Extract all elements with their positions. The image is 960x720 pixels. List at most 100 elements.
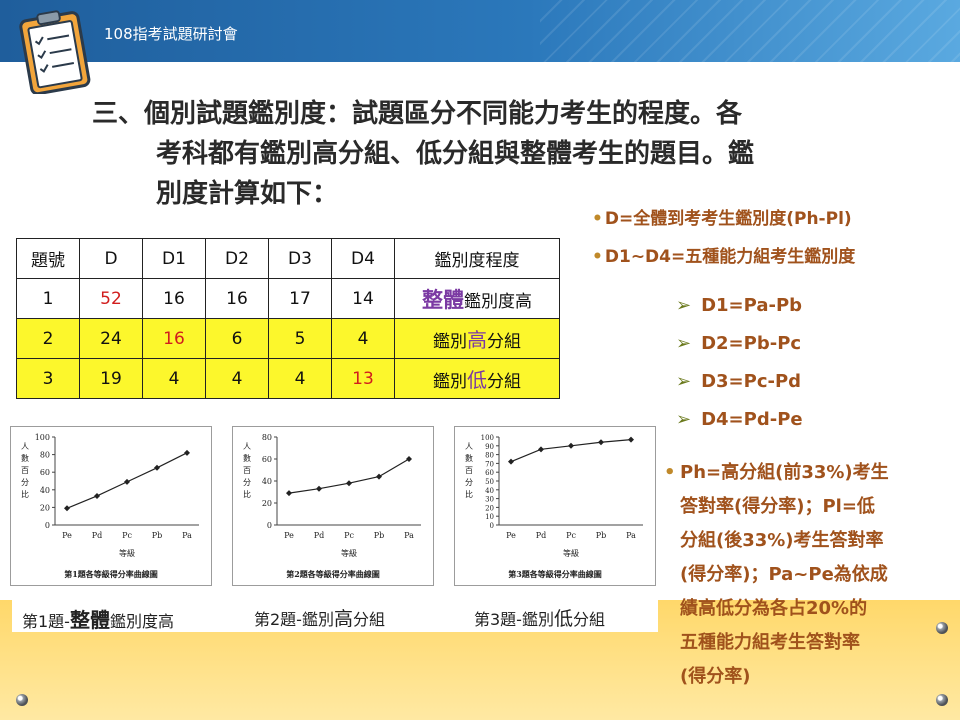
discrimination-table: 題號 D D1 D2 D3 D4 鑑別度程度 1 52 16 16 17 14 … [16,238,560,399]
note-line: 績高低分為各占20%的 [680,598,868,619]
formula-list: ➢ D1=Pa-Pb ➢ D2=Pb-Pc ➢ D3=Pc-Pd ➢ D4=Pd-Pe [676,292,803,444]
definition-item: • D=全體到考考生鑑別度(Ph-Pl) [592,209,852,229]
data-point [286,490,292,497]
y-axis-label: 分 [243,478,251,487]
chart-caption: 第2題-鑑別高分組 [254,608,385,630]
table-cell: 1 [16,278,80,319]
note-line: (得分率)；Pa~Pe為依成 [680,564,888,585]
y-axis-label: 分 [21,478,29,487]
y-axis-label: 百 [243,466,251,475]
table-header: 題號 [16,238,80,279]
chart-caption: 第3題-鑑別低分組 [474,608,605,630]
chart-title: 第1題各等級得分率曲線圖 [64,569,158,579]
formula-item: ➢ D1=Pa-Pb [676,295,803,316]
chart-caption: 第1題-整體鑑別度高 [22,608,174,632]
y-axis-label: 比 [21,489,29,499]
note-line: 分組(後33%)考生答對率 [680,530,884,551]
table-row: 2 24 16 6 5 4 鑑別高分組 [16,318,560,359]
banner-title: 108指考試題研討會 [104,25,238,43]
x-tick-label: Pd [536,531,547,540]
degree-cell: 整體鑑別度高 [394,278,560,319]
table-cell: 5 [268,318,332,359]
y-axis-label: 數 [21,453,29,463]
table-cell: 4 [268,358,332,399]
x-tick-label: Pe [506,531,516,540]
y-axis-label: 數 [465,453,473,463]
y-tick-label: 40 [262,477,272,486]
note-block: • Ph=高分組(前33%)考生 答對率(得分率)；Pl=低 分組(後33%)考… [664,456,940,694]
chart-panel: 0 10 20 30 40 50 60 70 80 90 100 人數百分比 Pe Pd Pc Pb Pa 等級第… [454,426,656,586]
table-cell: 24 [79,318,143,359]
table-cell: 13 [331,358,395,399]
heading-line: 考科都有鑑別高分組、低分組與整體考生的題目。鑑 [156,139,755,169]
y-tick-label: 90 [485,443,494,451]
pin-icon [936,622,948,634]
degree-cell: 鑑別高分組 [394,318,560,359]
heading-line: 別度計算如下： [156,179,339,209]
y-tick-label: 0 [267,521,272,530]
x-tick-label: Pe [62,531,72,540]
data-point [316,485,322,492]
y-axis-label: 人 [243,442,251,451]
chart-title: 第3題各等級得分率曲線圖 [508,569,602,579]
x-tick-label: Pc [344,531,354,540]
table-cell: 19 [79,358,143,399]
x-axis-label: 等級 [341,548,357,558]
formula-item: ➢ D4=Pd-Pe [676,409,803,430]
degree-cell: 鑑別低分組 [394,358,560,399]
table-header: 鑑別度程度 [394,238,560,279]
y-tick-label: 60 [485,469,494,477]
chart-panel: 0 20 40 60 80 100 人數百分比 Pe Pd Pc Pb Pa 等級 第1題各等級得分率曲線… [10,426,212,586]
y-tick-label: 80 [485,452,494,460]
table-cell: 2 [16,318,80,359]
y-axis-label: 百 [465,466,473,475]
y-tick-label: 30 [485,496,494,504]
data-point [568,442,574,449]
caption-bar [12,600,658,632]
data-point [64,505,70,512]
table-cell: 3 [16,358,80,399]
y-tick-label: 10 [485,513,494,521]
y-tick-label: 60 [262,455,272,464]
y-tick-label: 100 [35,433,50,442]
note-line: (得分率) [680,666,751,687]
x-tick-label: Pd [314,531,325,540]
table-cell: 14 [331,278,395,319]
table-row: 3 19 4 4 4 13 鑑別低分組 [16,358,560,399]
data-point [628,436,634,443]
top-banner: 108指考試題研討會 [0,0,960,62]
data-point [598,439,604,446]
x-tick-label: Pa [626,531,636,540]
y-tick-label: 20 [485,504,494,512]
y-tick-label: 40 [485,487,494,495]
table-cell: 16 [142,278,206,319]
note-line: 答對率(得分率)；Pl=低 [680,496,875,517]
pin-icon [936,694,948,706]
table-header: D4 [331,238,395,279]
x-tick-label: Pb [152,531,163,540]
table-cell: 4 [331,318,395,359]
table-cell: 17 [268,278,332,319]
clipboard-icon [19,10,91,94]
data-point [508,458,514,465]
x-tick-label: Pc [566,531,576,540]
data-point [184,449,190,456]
y-axis-label: 分 [465,478,473,487]
x-tick-label: Pe [284,531,294,540]
table-header: D [79,238,143,279]
formula-item: ➢ D2=Pb-Pc [676,333,802,354]
table-header: D3 [268,238,332,279]
x-axis-label: 等級 [563,548,579,558]
data-point [406,456,412,462]
y-tick-label: 60 [40,468,50,477]
data-point [538,446,544,453]
y-axis-label: 比 [243,489,251,499]
x-axis-label: 等級 [119,548,135,558]
note-line: 五種能力組考生答對率 [680,632,860,653]
y-tick-label: 40 [40,486,50,495]
pin-icon [16,694,28,706]
definition-item: • D1~D4=五種能力組考生鑑別度 [592,247,856,267]
